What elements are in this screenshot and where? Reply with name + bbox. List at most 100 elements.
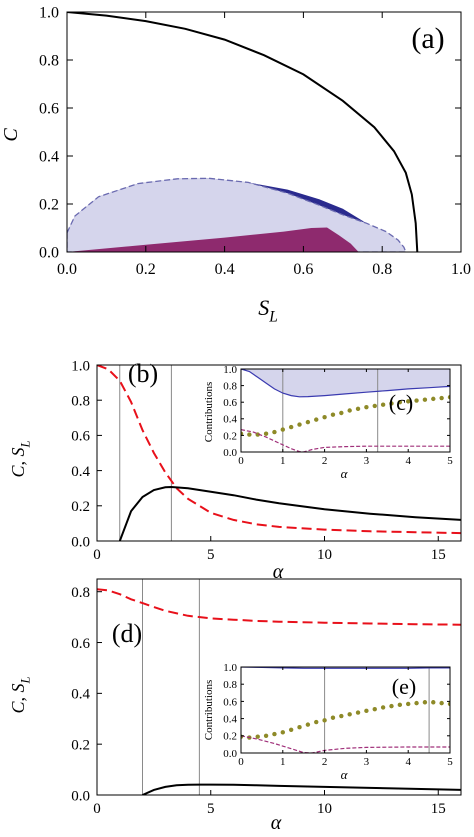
y-tick-label: 0.6 <box>39 101 59 118</box>
x-tick-label: 0 <box>93 801 101 817</box>
x-tick-label: 1 <box>280 455 286 467</box>
x-tick-label: 5 <box>447 756 453 768</box>
x-tick-label: 15 <box>431 547 446 563</box>
series-point <box>305 419 311 425</box>
panel-a: 0.0 0.2 0.4 0.6 0.8 1.0 0.0 0.2 0.4 0.6 0.8 1.0 (a) S… <box>0 5 471 326</box>
axes-frame <box>66 11 462 253</box>
x-tick-label: 0 <box>93 547 101 563</box>
series-point <box>314 417 319 422</box>
y-tick-label: 0.8 <box>71 585 90 601</box>
series-point <box>397 702 403 708</box>
axes-frame <box>240 666 451 754</box>
series-point <box>431 396 436 402</box>
y-tick-label: 1.0 <box>223 364 237 376</box>
series-point <box>305 722 311 727</box>
x-tick-label: 1.0 <box>451 261 471 278</box>
series-point <box>314 719 319 725</box>
y-tick-label: 0.6 <box>223 397 237 409</box>
series-point <box>439 700 444 706</box>
series-point <box>447 701 450 707</box>
x-tick-label: 3 <box>364 455 370 467</box>
series-point <box>339 713 344 719</box>
panel-d: 0 5 10 150.00.20.40.60.8(d)αC, SL <box>8 578 462 834</box>
x-axis-label: α <box>273 561 284 583</box>
series-point <box>297 422 302 427</box>
series-point <box>347 408 352 413</box>
y-tick-label: 0.6 <box>71 636 90 652</box>
y-axis-label: C, SL <box>8 676 32 713</box>
series-point <box>389 703 394 709</box>
series-line-0 <box>241 369 450 398</box>
x-tick-label: 0.6 <box>293 261 313 278</box>
y-tick-label: 0.8 <box>223 679 237 691</box>
series-point <box>414 398 419 403</box>
x-tick-label: 0 <box>238 455 244 467</box>
panel-c-inset: 0 1 2 3 4 5 0.0 0.2 0.4 0.6 0.8 1.0 (c) α Contribution… <box>203 364 453 481</box>
y-tick-label: 0.8 <box>39 53 59 70</box>
series-point <box>406 399 411 404</box>
x-tick-label: 4 <box>405 455 411 467</box>
x-tick-label: 0.4 <box>215 261 235 278</box>
y-tick-label: 0.4 <box>71 687 90 703</box>
panel-label-d: (d) <box>112 619 142 648</box>
y-tick-label: 0.6 <box>71 429 90 445</box>
y-tick-label: 0.0 <box>39 245 59 262</box>
y-tick-label: 0.2 <box>223 731 237 743</box>
panel-label-c: (c) <box>389 390 413 415</box>
series-point <box>422 397 428 402</box>
series-point <box>397 400 403 405</box>
series-line-2 <box>241 429 450 452</box>
series-point <box>380 402 386 407</box>
series-point <box>330 412 336 417</box>
series-line-1 <box>142 783 461 795</box>
y-tick-label: 0.4 <box>223 414 237 426</box>
plot-area <box>241 369 450 452</box>
series-point <box>372 706 377 712</box>
series-point <box>447 395 450 400</box>
series-point <box>364 404 369 410</box>
x-tick-label: 15 <box>431 801 446 817</box>
x-tick-label: 10 <box>317 547 332 563</box>
series-line-0 <box>97 588 461 626</box>
x-tick-label: 2 <box>322 455 328 467</box>
y-axis-label: Contributions <box>203 680 215 741</box>
y-tick-label: 1.0 <box>39 5 59 22</box>
inset-background <box>241 667 450 753</box>
series-line-0 <box>241 667 450 669</box>
x-tick-label: 10 <box>317 801 332 817</box>
series-point <box>297 725 302 730</box>
y-tick-label: 0.8 <box>223 380 237 392</box>
x-tick-label: 5 <box>447 455 453 467</box>
x-tick-label: 0.8 <box>372 261 392 278</box>
series-point <box>280 427 285 432</box>
y-axis-label: C <box>0 128 22 142</box>
panel-label-b: (b) <box>128 359 158 388</box>
y-tick-label: 0.2 <box>71 499 90 515</box>
x-tick-label: 5 <box>207 801 215 817</box>
series-point <box>322 718 327 723</box>
series-point <box>288 424 294 430</box>
y-axis-label: Contributions <box>203 382 215 443</box>
series-point <box>263 733 269 738</box>
y-tick-label: 0.0 <box>71 788 90 804</box>
series-point <box>288 727 294 732</box>
series-point <box>272 429 277 435</box>
y-tick-label: 0.4 <box>39 149 59 166</box>
plot-area <box>67 12 419 252</box>
series-point <box>255 432 260 437</box>
series-line-0 <box>97 365 461 535</box>
x-tick-label: 2 <box>322 756 328 768</box>
plot-area <box>97 365 461 541</box>
series-point <box>355 710 361 715</box>
series-point <box>272 731 277 737</box>
series-point <box>280 730 285 735</box>
x-tick-label: 0.0 <box>57 261 77 278</box>
panel-label-a: (a) <box>411 22 444 55</box>
series-point <box>372 403 377 409</box>
x-tick-label: 0 <box>238 756 244 768</box>
series-point <box>414 700 419 706</box>
y-tick-label: 0.0 <box>223 748 237 760</box>
series-point <box>355 406 361 412</box>
series-point <box>241 431 244 436</box>
filled-area-0 <box>241 369 450 397</box>
